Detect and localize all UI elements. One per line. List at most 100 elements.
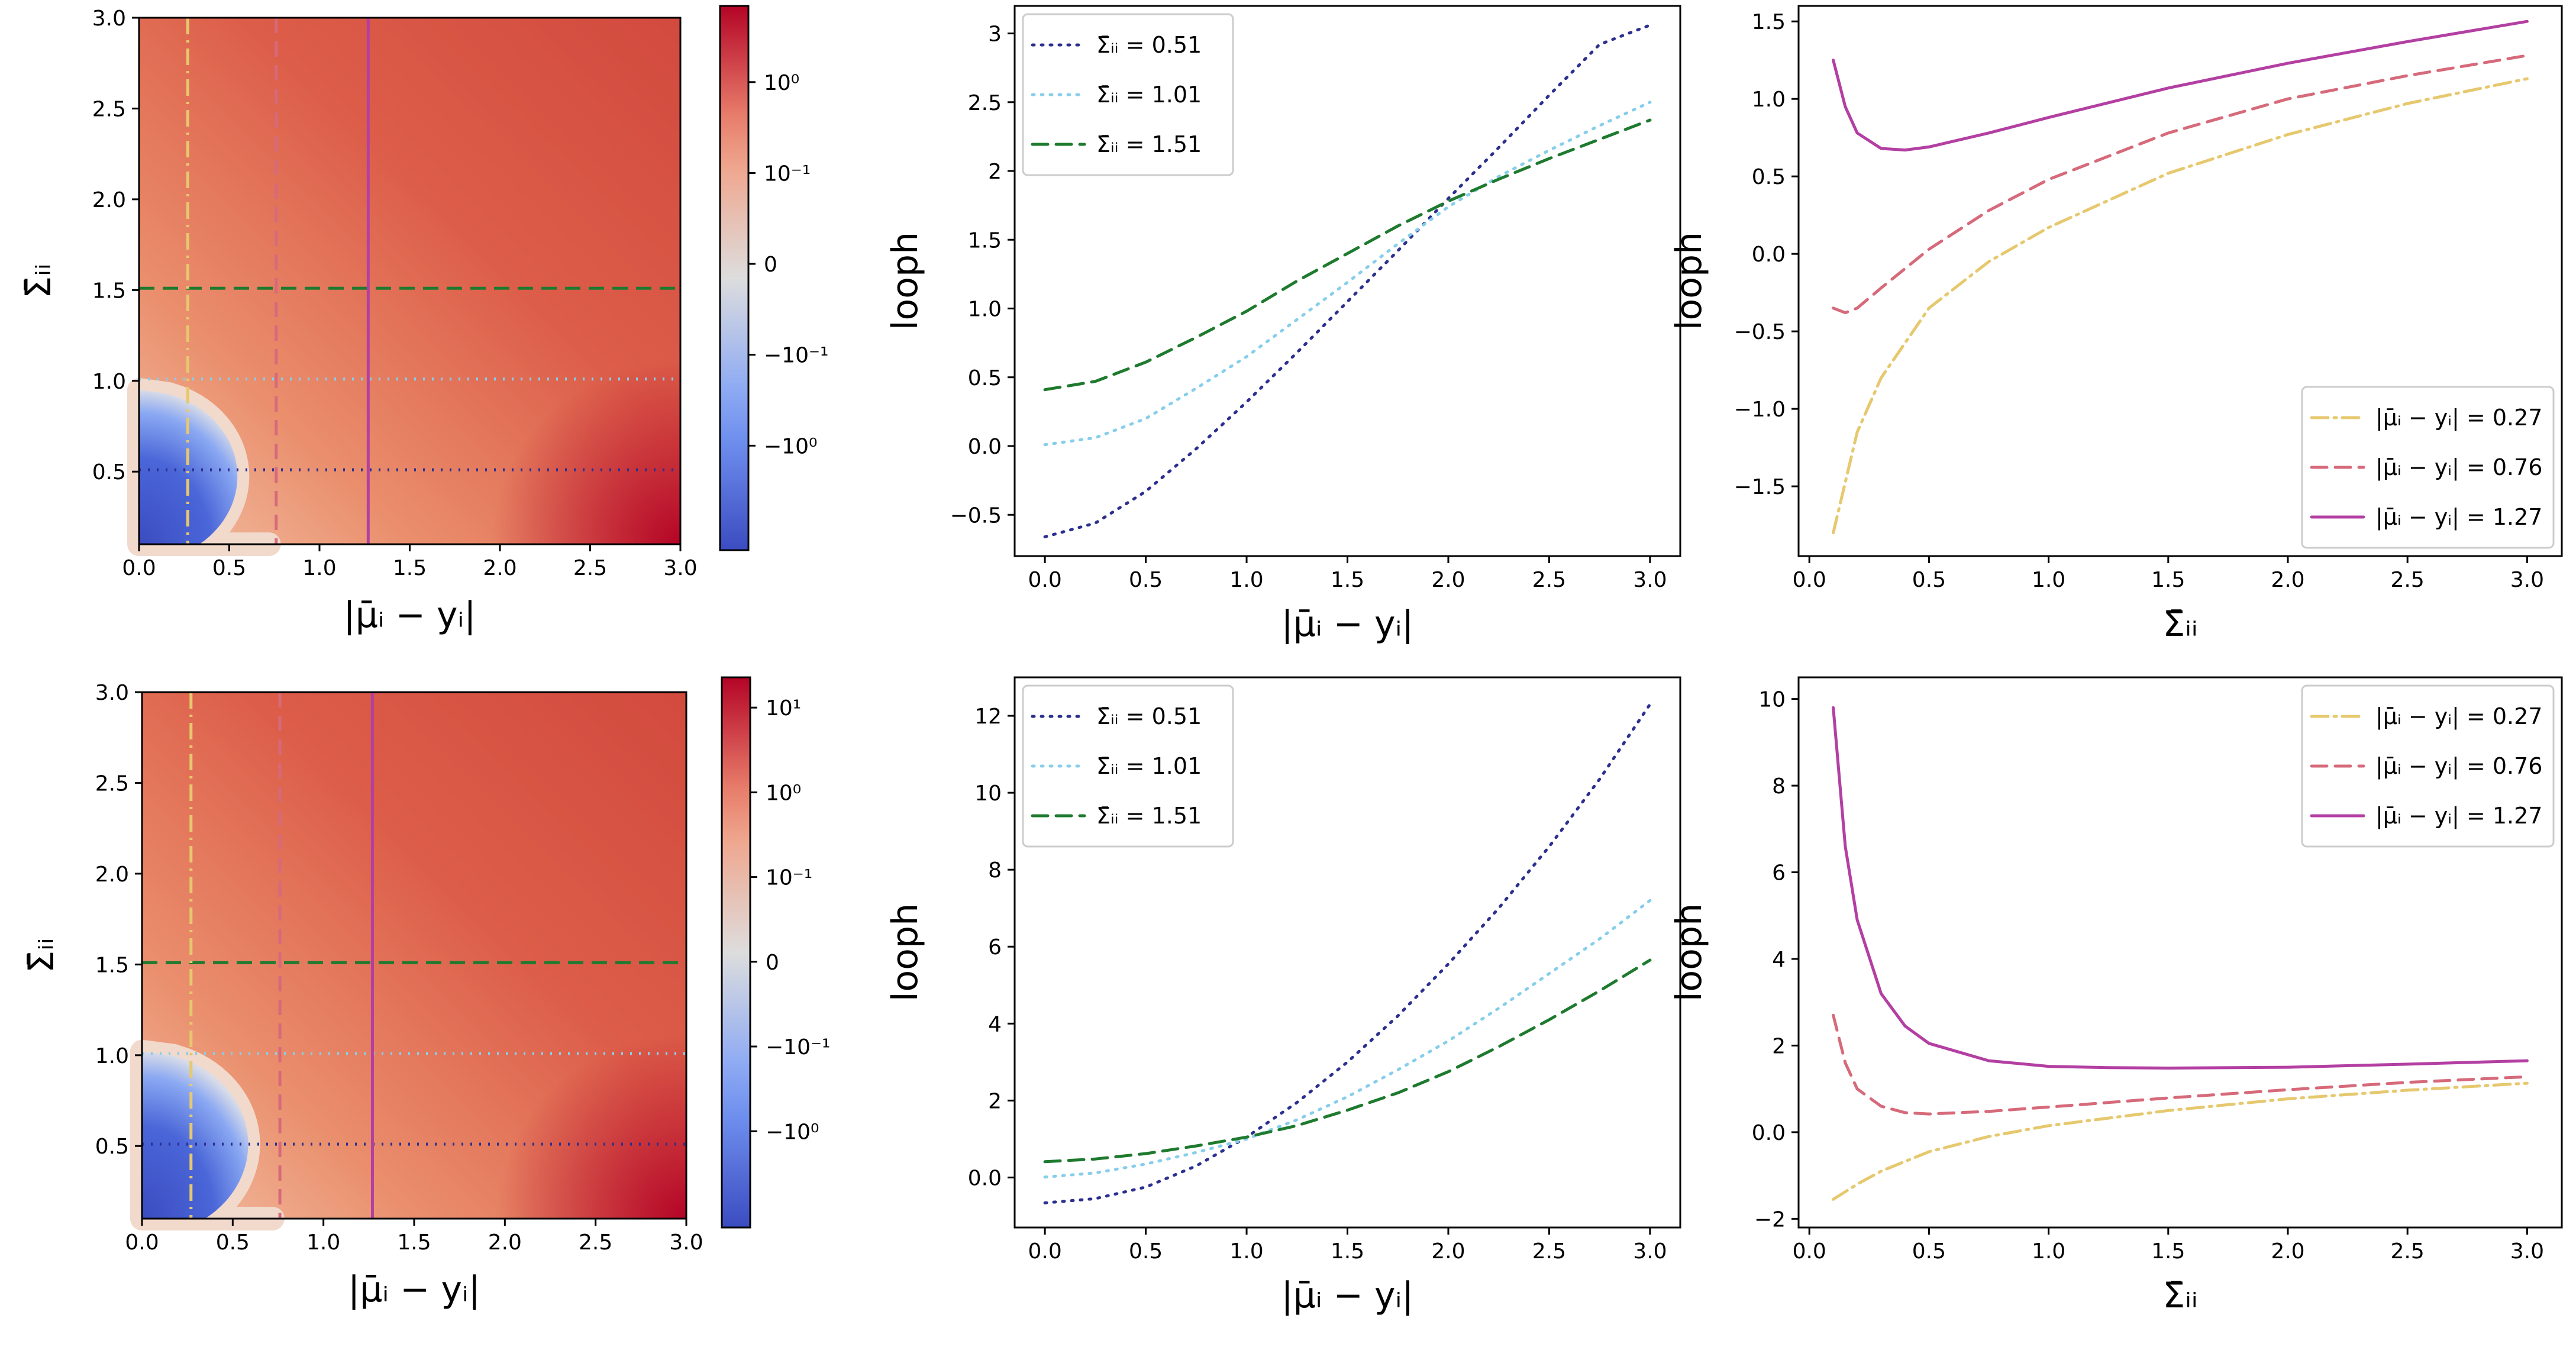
x-tick-label: 2.0 (1431, 568, 1465, 592)
y-tick-label: 8 (1772, 774, 1786, 799)
legend-label-2: Σ̄ᵢᵢ = 1.51 (1096, 131, 1202, 157)
x-axis-label: Σ̄ᵢᵢ (2162, 603, 2197, 645)
x-tick-label: 3.0 (669, 1230, 703, 1255)
y-tick-label: 0.5 (968, 366, 1002, 390)
y-tick-label: 2.0 (95, 863, 129, 887)
x-tick-label: 2.0 (488, 1230, 522, 1255)
x-tick-label: 1.0 (302, 556, 336, 580)
y-tick-label: 4 (988, 1012, 1002, 1036)
y-tick-label: 1.0 (95, 1044, 129, 1068)
y-tick-label: 0.0 (968, 435, 1002, 459)
x-tick-label: 3.0 (1633, 1239, 1667, 1264)
y-tick-label: −2 (1754, 1207, 1786, 1232)
y-axis-label: Σ̄ᵢᵢ (21, 938, 62, 973)
x-tick-label: 1.0 (306, 1230, 340, 1255)
x-axis-label: |μ̄ᵢ − yᵢ| (1281, 1275, 1414, 1316)
series-line-0 (1832, 77, 2529, 535)
x-tick-label: 3.0 (2510, 1239, 2544, 1264)
y-tick-label: 8 (988, 858, 1002, 883)
colorbar-0: 10⁰ 10⁻¹ 0 −10⁻¹ −10⁰ (719, 5, 828, 551)
x-axis-label: |μ̄ᵢ − yᵢ| (1281, 603, 1414, 645)
y-tick-label: 1.5 (968, 228, 1002, 253)
colorbar-tick-label: −10⁰ (766, 1120, 819, 1144)
series-line-2 (1832, 20, 2529, 152)
series-line-0 (1043, 24, 1652, 538)
y-tick-label: 0.5 (92, 460, 126, 484)
plot-frame (1797, 5, 2563, 557)
legend-label-1: Σ̄ᵢᵢ = 1.01 (1096, 82, 1202, 108)
x-tick-label: 1.0 (1229, 1239, 1263, 1264)
legend-label-2: |μ̄ᵢ − yᵢ| = 1.27 (2375, 504, 2542, 531)
legend: Σ̄ᵢᵢ = 0.51 Σ̄ᵢᵢ = 1.01 Σ̄ᵢᵢ = 1.51 (1022, 13, 1234, 176)
y-tick-label: 2.5 (968, 91, 1002, 115)
x-tick-label: 2.0 (1431, 1239, 1465, 1264)
legend-box (2301, 386, 2555, 549)
x-tick-label: 0.5 (1129, 568, 1163, 592)
y-tick-label: 1.0 (92, 370, 126, 394)
x-tick-label: 0.0 (125, 1230, 159, 1255)
y-axis-label: looph (1668, 903, 1710, 1002)
sigma-panel-1: 0.0 0.5 1.0 1.5 2.0 2.5 3.0 −2 0.0 2 4 6 8 10 Σ̄ᵢᵢ loop… (1668, 676, 2563, 1316)
legend: |μ̄ᵢ − yᵢ| = 0.27 |μ̄ᵢ − yᵢ| = 0.76 |μ̄ᵢ −… (2301, 684, 2555, 848)
x-tick-label: 1.5 (393, 556, 427, 580)
x-tick-label: 0.5 (216, 1230, 250, 1255)
y-tick-label: 1.5 (92, 279, 126, 303)
y-tick-label: 1.0 (1752, 88, 1786, 112)
mu-panel-0: 0.0 0.5 1.0 1.5 2.0 2.5 3.0 −0.5 0.0 0.5 1.0 1.5 2 2.… (885, 5, 1681, 645)
y-axis-label: looph (885, 232, 926, 330)
x-axis-label: |μ̄ᵢ − yᵢ| (348, 1269, 480, 1310)
x-tick-label: 0.5 (1912, 1239, 1946, 1264)
legend: |μ̄ᵢ − yᵢ| = 0.27 |μ̄ᵢ − yᵢ| = 0.76 |μ̄ᵢ −… (2301, 386, 2555, 549)
x-tick-label: 1.0 (1229, 568, 1263, 592)
x-tick-label: 2.5 (2391, 1239, 2425, 1264)
x-tick-label: 0.0 (122, 556, 156, 580)
y-axis-label: Σ̄ᵢᵢ (18, 263, 59, 298)
y-tick-label: −1.5 (1734, 475, 1786, 499)
legend-box (2301, 684, 2555, 848)
x-tick-label: 3.0 (2510, 568, 2544, 592)
series-line-1 (1832, 1013, 2529, 1116)
y-tick-label: 0.0 (1752, 243, 1786, 267)
colorbar-tick-label: 10⁻¹ (766, 866, 812, 890)
colorbar-tick-label: 10¹ (766, 696, 801, 721)
x-tick-label: 2.5 (573, 556, 607, 580)
x-tick-label: 2.5 (2391, 568, 2425, 592)
colorbar-tick-label: −10⁻¹ (764, 344, 828, 368)
series-line-2 (1832, 706, 2529, 1070)
y-tick-label: 2.5 (95, 771, 129, 796)
y-tick-label: 0.0 (968, 1166, 1002, 1190)
legend: Σ̄ᵢᵢ = 0.51 Σ̄ᵢᵢ = 1.01 Σ̄ᵢᵢ = 1.51 (1022, 684, 1234, 848)
colorbar-tick-label: −10⁻¹ (766, 1035, 830, 1059)
x-tick-label: 2.5 (1532, 568, 1566, 592)
legend-label-0: Σ̄ᵢᵢ = 0.51 (1096, 703, 1202, 729)
x-tick-label: 0.0 (1028, 1239, 1062, 1264)
series-line-1 (1043, 101, 1652, 447)
x-tick-label: 0.5 (212, 556, 246, 580)
legend-label-0: Σ̄ᵢᵢ = 0.51 (1096, 32, 1202, 58)
y-tick-label: 4 (1772, 948, 1786, 972)
x-tick-label: 0.5 (1912, 568, 1946, 592)
series-line-1 (1043, 899, 1652, 1179)
legend-label-2: Σ̄ᵢᵢ = 1.51 (1096, 803, 1202, 829)
y-tick-label: 3.0 (92, 7, 126, 31)
y-tick-label: 3.0 (95, 681, 129, 705)
x-tick-label: 1.5 (2151, 1239, 2185, 1264)
colorbar-tick-label: 10⁰ (766, 781, 801, 805)
y-tick-label: 6 (1772, 861, 1786, 886)
y-tick-label: 0.5 (95, 1135, 129, 1159)
y-tick-label: 2 (988, 1089, 1002, 1113)
y-tick-label: 12 (974, 705, 1002, 729)
x-tick-label: 0.0 (1028, 568, 1062, 592)
sigma-panel-0: 0.0 0.5 1.0 1.5 2.0 2.5 3.0 −1.5 −1.0 −0.5 0.0 0.5 1… (1668, 5, 2563, 645)
x-tick-label: 3.0 (663, 556, 697, 580)
colorbar-tick-label: 0 (764, 253, 777, 277)
heatmap-panel-0: 0.0 0.5 1.0 1.5 2.0 2.5 3.0 0.5 1.0 1.5 2.0 2.5 3.0 |… (18, 7, 698, 636)
x-tick-label: 1.0 (2032, 568, 2065, 592)
x-tick-label: 0.5 (1129, 1239, 1163, 1264)
legend-label-1: |μ̄ᵢ − yᵢ| = 0.76 (2375, 753, 2542, 780)
colorbar-tick-label: 10⁰ (764, 71, 799, 95)
y-tick-label: 0.0 (1752, 1121, 1786, 1145)
x-axis-label: |μ̄ᵢ − yᵢ| (344, 595, 476, 636)
y-tick-label: 1.0 (968, 298, 1002, 322)
legend-box (1022, 684, 1234, 848)
